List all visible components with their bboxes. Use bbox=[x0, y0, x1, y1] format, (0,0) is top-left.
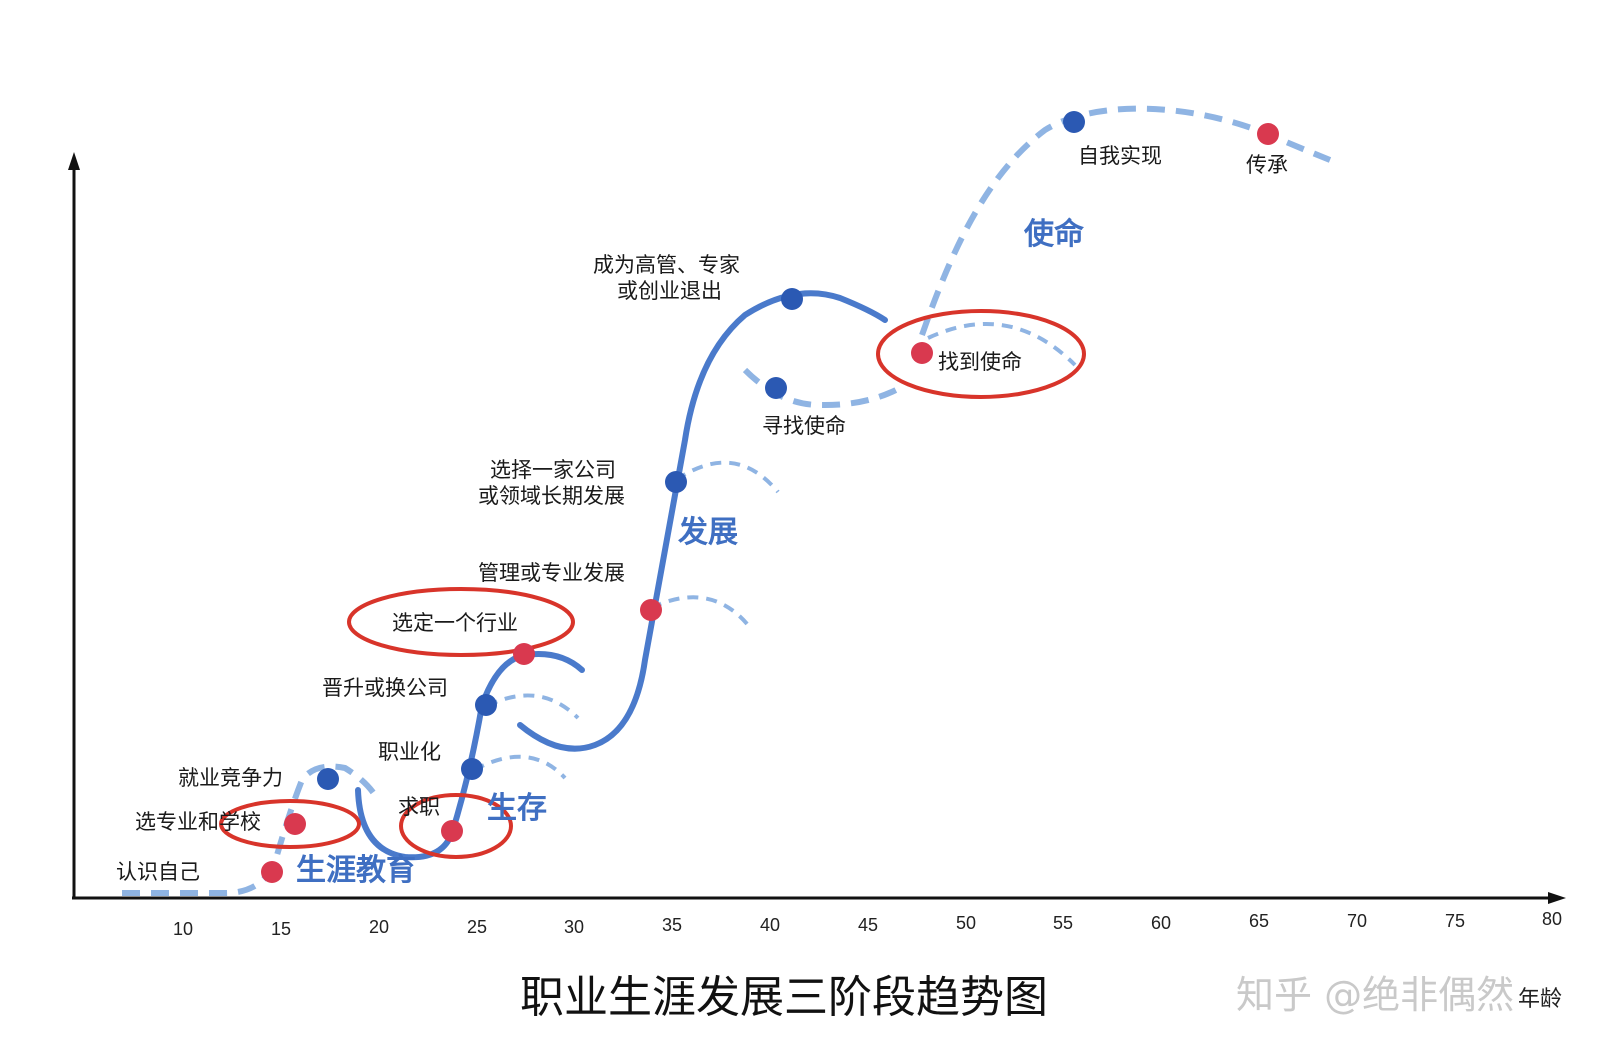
milestone-dot-know-self bbox=[261, 861, 283, 883]
label-know-self: 认识自己 bbox=[116, 860, 200, 884]
label-job-seeking: 求职 bbox=[398, 795, 440, 819]
promotion-branch-dashed bbox=[486, 693, 580, 720]
milestone-dot-find-mission bbox=[911, 342, 933, 364]
milestone-dot-self-actualization bbox=[1063, 111, 1085, 133]
x-axis-label: 年龄 bbox=[1518, 987, 1562, 1012]
label-employability: 就业竞争力 bbox=[178, 766, 283, 790]
long-term-branch-dashed bbox=[674, 460, 780, 494]
x-tick: 45 bbox=[858, 915, 878, 935]
x-tick: 35 bbox=[662, 915, 682, 935]
stage-label-mission: 使命 bbox=[1023, 217, 1085, 252]
milestone-dot-legacy bbox=[1257, 123, 1279, 145]
label-legacy: 传承 bbox=[1246, 153, 1288, 177]
label-long-term-line2: 或领域长期发展 bbox=[478, 484, 625, 508]
label-long-term-line1: 选择一家公司 bbox=[490, 458, 616, 482]
professionalize-branch-dashed bbox=[473, 754, 567, 780]
x-tick: 60 bbox=[1151, 913, 1171, 933]
stage-label-education: 生涯教育 bbox=[296, 853, 416, 888]
highlight-ellipse-choose-industry bbox=[347, 587, 575, 657]
x-axis-arrow bbox=[1548, 892, 1566, 904]
x-tick: 30 bbox=[564, 917, 584, 937]
label-promotion: 晋升或换公司 bbox=[322, 676, 448, 700]
stage-label-survival: 生存 bbox=[487, 791, 547, 826]
milestone-dot-employability bbox=[317, 768, 339, 790]
label-find-mission: 找到使命 bbox=[938, 350, 1022, 374]
label-executive-line1: 成为高管、专家 bbox=[593, 253, 740, 277]
x-tick: 25 bbox=[467, 917, 487, 937]
milestone-dot-choose-industry bbox=[513, 643, 535, 665]
label-choose-industry: 选定一个行业 bbox=[392, 611, 518, 635]
x-axis-ticks: 10 15 20 25 30 35 40 45 50 55 60 65 70 7… bbox=[173, 909, 1562, 939]
x-tick: 55 bbox=[1053, 913, 1073, 933]
highlight-ellipse-find-mission bbox=[876, 309, 1086, 399]
watermark: 知乎 @绝非偶然 bbox=[1236, 973, 1514, 1017]
x-tick: 80 bbox=[1542, 909, 1562, 929]
x-tick: 20 bbox=[369, 917, 389, 937]
highlight-ellipse-job-seeking bbox=[399, 793, 513, 859]
milestone-dot-promotion bbox=[475, 694, 497, 716]
milestone-dot-executive bbox=[781, 288, 803, 310]
label-executive-line2: 或创业退出 bbox=[617, 279, 722, 303]
diagram-title: 职业生涯发展三阶段趋势图 bbox=[520, 972, 1048, 1023]
y-axis-arrow bbox=[68, 152, 80, 170]
label-management: 管理或专业发展 bbox=[478, 561, 625, 585]
milestone-dot-professionalize bbox=[461, 758, 483, 780]
x-tick: 40 bbox=[760, 915, 780, 935]
milestone-dot-management bbox=[640, 599, 662, 621]
milestone-dot-seek-mission bbox=[765, 377, 787, 399]
label-self-actualization: 自我实现 bbox=[1078, 144, 1162, 168]
mission-dashed-curve bbox=[919, 105, 1332, 336]
x-tick: 65 bbox=[1249, 911, 1269, 931]
x-tick: 75 bbox=[1445, 911, 1465, 931]
x-tick: 50 bbox=[956, 913, 976, 933]
management-branch-dashed bbox=[650, 595, 750, 627]
education-dashed-curve bbox=[122, 763, 381, 896]
milestone-dot-long-term bbox=[665, 471, 687, 493]
stage-label-development: 发展 bbox=[677, 515, 738, 550]
label-professionalize: 职业化 bbox=[378, 740, 441, 764]
label-choose-major: 选专业和学校 bbox=[135, 810, 261, 834]
x-tick: 10 bbox=[173, 919, 193, 939]
development-curve bbox=[517, 290, 888, 752]
x-tick: 70 bbox=[1347, 911, 1367, 931]
label-seek-mission: 寻找使命 bbox=[762, 414, 846, 438]
milestone-dot-choose-major bbox=[284, 813, 306, 835]
milestone-dot-job-seeking bbox=[441, 820, 463, 842]
find-mission-branch-dashed bbox=[927, 321, 1077, 367]
seek-mission-dashed-curve bbox=[742, 367, 907, 409]
x-tick: 15 bbox=[271, 919, 291, 939]
highlight-ellipse-choose-major bbox=[219, 799, 361, 849]
